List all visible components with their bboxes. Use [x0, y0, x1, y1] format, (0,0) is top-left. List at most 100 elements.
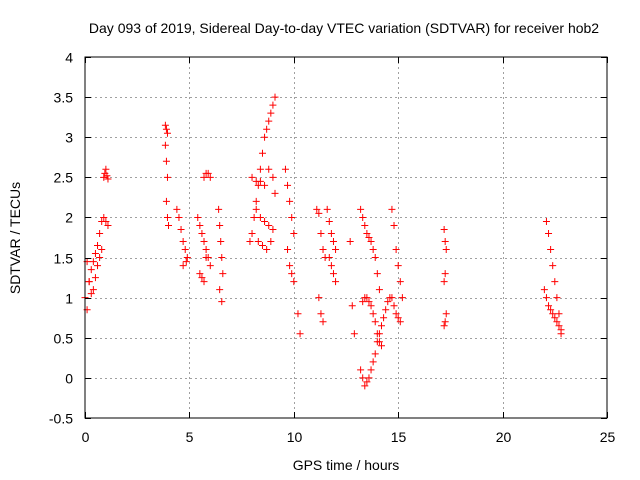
data-point [382, 306, 390, 314]
y-tick-label: 0 [65, 371, 73, 387]
data-point [319, 318, 327, 326]
data-point [284, 181, 292, 189]
data-point [363, 294, 371, 302]
data-point [542, 294, 550, 302]
data-point [248, 173, 256, 181]
data-point [258, 242, 266, 250]
series-s10 [248, 165, 279, 197]
data-point [390, 221, 398, 229]
y-tick-label: 1 [65, 291, 73, 307]
data-point [219, 270, 227, 278]
data-point [367, 238, 375, 246]
data-point [327, 229, 335, 237]
data-point [267, 109, 275, 117]
data-point [555, 322, 563, 330]
y-tick-label: 2 [65, 210, 73, 226]
data-point [365, 374, 373, 382]
x-tick-label: 25 [600, 429, 616, 445]
data-point [332, 246, 340, 254]
data-point [175, 213, 183, 221]
x-tick-label: 0 [82, 429, 90, 445]
data-point [183, 254, 191, 262]
data-point [85, 278, 93, 286]
data-point [549, 310, 557, 318]
data-point [177, 225, 185, 233]
tick-labels: -0.5 0 0.5 1 1.5 2 2.5 3 3.5 4 0 5 10 15 20 25 [49, 50, 616, 446]
data-point [392, 310, 400, 318]
data-point [102, 165, 110, 173]
data-point [261, 133, 269, 141]
data-point [96, 254, 104, 262]
data-point [98, 246, 106, 254]
data-point [296, 330, 304, 338]
series-s9 [246, 93, 279, 246]
data-point [359, 213, 367, 221]
data-point [377, 322, 385, 330]
data-point [369, 246, 377, 254]
data-point [263, 125, 271, 133]
data-point [549, 262, 557, 270]
data-point [350, 330, 358, 338]
data-point [371, 350, 379, 358]
data-point [102, 217, 110, 225]
data-point [540, 286, 548, 294]
data-point [547, 306, 555, 314]
data-point [441, 270, 449, 278]
data-point [325, 217, 333, 225]
data-point [441, 318, 449, 326]
data-point [196, 221, 204, 229]
data-point [258, 149, 266, 157]
data-point [89, 258, 97, 266]
data-point [547, 246, 555, 254]
axis-ticks [85, 57, 608, 419]
series-s13 [294, 310, 304, 338]
series-s12 [281, 165, 298, 286]
data-point [261, 181, 269, 189]
data-point [363, 378, 371, 386]
data-point [91, 250, 99, 258]
data-point [440, 278, 448, 286]
data-point [373, 330, 381, 338]
data-point [246, 238, 254, 246]
data-point [206, 262, 214, 270]
data-point [254, 181, 262, 189]
data-point [323, 205, 331, 213]
data-point [290, 229, 298, 237]
data-point [256, 165, 264, 173]
data-point [359, 298, 367, 306]
plot-frame [84, 56, 608, 419]
series-s20 [388, 205, 406, 326]
data-point [346, 238, 354, 246]
data-point [256, 177, 264, 185]
chart-title: Day 093 of 2019, Sidereal Day-to-day VTE… [89, 20, 599, 36]
data-point [161, 141, 169, 149]
data-point [327, 262, 335, 270]
series-s8 [215, 205, 227, 306]
data-point [317, 310, 325, 318]
data-point [365, 234, 373, 241]
y-tick-label: 3 [65, 130, 73, 146]
data-point [286, 262, 294, 270]
data-point [161, 121, 169, 129]
data-point [248, 229, 256, 237]
data-point [200, 173, 208, 181]
data-point [440, 322, 448, 330]
data-point [162, 157, 170, 165]
data-point [441, 238, 449, 246]
series-s23 [540, 286, 565, 338]
data-point [216, 286, 224, 294]
data-point [271, 189, 279, 197]
data-point [369, 358, 377, 366]
data-point [388, 205, 396, 213]
data-point [96, 229, 104, 237]
data-point [317, 229, 325, 237]
data-point [440, 225, 448, 233]
series-s3 [100, 165, 112, 183]
data-point [375, 286, 383, 294]
data-point [332, 278, 340, 286]
data-point [162, 125, 170, 133]
data-point [218, 254, 226, 262]
data-point [91, 274, 99, 282]
data-point [361, 382, 369, 390]
data-point [89, 286, 97, 294]
